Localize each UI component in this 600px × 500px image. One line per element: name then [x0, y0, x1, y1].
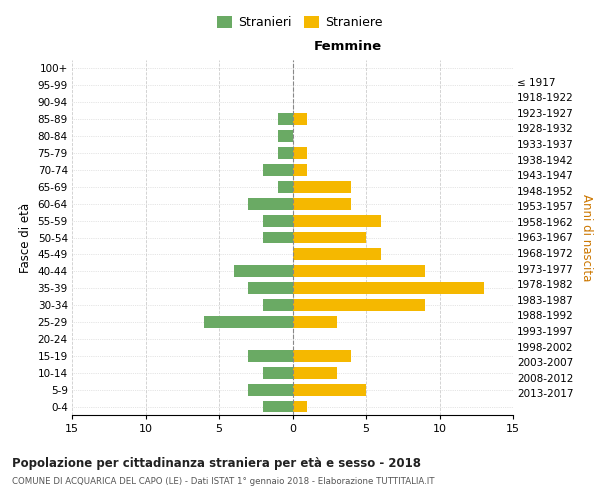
Bar [293, 232, 366, 243]
Bar [263, 299, 293, 311]
Bar [263, 400, 293, 412]
Bar [278, 181, 293, 192]
Bar [293, 181, 352, 192]
Bar [263, 214, 293, 226]
Bar [278, 130, 293, 142]
Bar [248, 282, 293, 294]
Bar [293, 299, 425, 311]
Bar [293, 316, 337, 328]
Bar [248, 384, 293, 396]
Bar [293, 400, 307, 412]
Bar [263, 232, 293, 243]
Bar [293, 214, 381, 226]
Bar [293, 384, 366, 396]
Bar [234, 266, 293, 277]
Bar [293, 114, 307, 125]
Bar [278, 114, 293, 125]
Bar [204, 316, 293, 328]
Y-axis label: Anni di nascita: Anni di nascita [580, 194, 593, 281]
Bar [263, 164, 293, 176]
Bar [293, 164, 307, 176]
Bar [278, 147, 293, 159]
Bar [248, 198, 293, 209]
Bar [293, 198, 352, 209]
Text: Femmine: Femmine [314, 40, 382, 53]
Bar [293, 350, 352, 362]
Text: Popolazione per cittadinanza straniera per età e sesso - 2018: Popolazione per cittadinanza straniera p… [12, 458, 421, 470]
Bar [293, 147, 307, 159]
Legend: Stranieri, Straniere: Stranieri, Straniere [212, 11, 388, 34]
Bar [248, 350, 293, 362]
Bar [263, 367, 293, 378]
Text: COMUNE DI ACQUARICA DEL CAPO (LE) - Dati ISTAT 1° gennaio 2018 - Elaborazione TU: COMUNE DI ACQUARICA DEL CAPO (LE) - Dati… [12, 478, 434, 486]
Bar [293, 266, 425, 277]
Bar [293, 282, 484, 294]
Bar [293, 248, 381, 260]
Bar [293, 367, 337, 378]
Y-axis label: Fasce di età: Fasce di età [19, 202, 32, 272]
